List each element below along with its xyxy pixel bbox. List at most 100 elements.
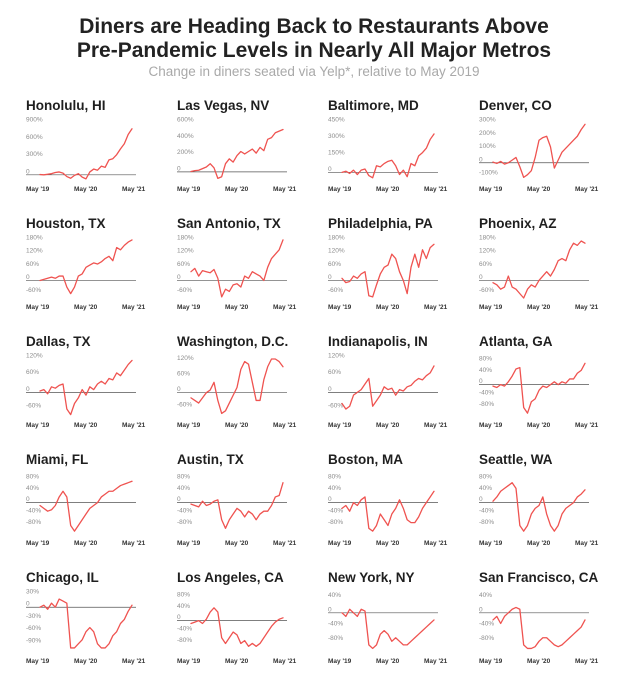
chart-title: Dallas, TX	[26, 334, 91, 349]
y-tick-label: -60%	[26, 403, 41, 410]
y-tick-label: 80%	[328, 473, 341, 480]
x-tick-label: May '21	[424, 422, 448, 429]
y-tick-label: 300%	[328, 133, 345, 140]
y-tick-label: 300%	[479, 117, 496, 124]
x-tick-label: May '20	[527, 422, 551, 429]
chart-seattle-wa: Seattle, WA 80% 40% 0 -40% -80% May '19 May '20…	[479, 452, 619, 562]
y-tick-label: 0	[26, 168, 30, 175]
line-chart: 180% 120% 60% 0 -60% May '19 May '20 May '21	[479, 235, 599, 311]
x-tick-label: May '20	[74, 186, 98, 193]
line-chart: 180% 120% 60% 0 -60% May '19 May '20 May '21	[26, 235, 146, 311]
y-tick-label: 150%	[328, 149, 345, 156]
x-tick-label: May '20	[527, 658, 551, 665]
chart-san-antonio-tx: San Antonio, TX 180% 120% 60% 0 -60% May '19 Ma…	[177, 216, 317, 326]
y-tick-label: 40%	[26, 485, 39, 492]
line-chart: 120% 60% 0 -60% May '19 May '20 May '21	[328, 353, 448, 429]
y-tick-label: 200%	[479, 130, 496, 137]
y-tick-label: 0	[26, 601, 30, 608]
y-tick-label: 40%	[328, 485, 341, 492]
chart-title: Los Angeles, CA	[177, 570, 284, 585]
chart-title: Phoenix, AZ	[479, 216, 557, 231]
chart-title: San Francisco, CA	[479, 570, 599, 585]
y-tick-label: -40%	[479, 508, 494, 515]
y-tick-label: 0	[177, 496, 181, 503]
y-tick-label: 40%	[328, 592, 341, 599]
y-tick-label: 80%	[479, 355, 492, 362]
x-tick-label: May '19	[328, 658, 352, 665]
y-tick-label: -60%	[177, 287, 192, 294]
chart-title: Boston, MA	[328, 452, 403, 467]
y-tick-label: 40%	[177, 485, 190, 492]
chart-atlanta-ga: Atlanta, GA 80% 40% 0 -40% -80% May '19 May '20…	[479, 334, 619, 444]
chart-las-vegas-nv: Las Vegas, NV 600% 400% 200% 0 May '19 May '20…	[177, 98, 317, 208]
x-tick-label: May '19	[328, 304, 352, 311]
y-tick-label: 0	[479, 274, 483, 281]
chart-title: Seattle, WA	[479, 452, 553, 467]
chart-austin-tx: Austin, TX 80% 40% 0 -40% -80% May '19 May '20 M…	[177, 452, 317, 562]
x-tick-label: May '21	[122, 304, 146, 311]
chart-washington-d-c: Washington, D.C. 120% 60% 0 -60% May '19 May '…	[177, 334, 317, 444]
y-tick-label: 900%	[26, 117, 43, 124]
y-tick-label: 400%	[177, 133, 194, 140]
line-chart: 80% 40% 0 -40% -80% May '19 May '20 May '21	[26, 473, 146, 547]
y-tick-label: -90%	[26, 637, 41, 644]
chart-miami-fl: Miami, FL 80% 40% 0 -40% -80% May '19 May '20 Ma…	[26, 452, 166, 562]
x-tick-label: May '19	[479, 422, 503, 429]
chart-denver-co: Denver, CO 300% 200% 100% 0 -100% May '19 May '…	[479, 98, 619, 208]
y-tick-label: -40%	[177, 626, 192, 633]
chart-houston-tx: Houston, TX 180% 120% 60% 0 -60% May '19 May '2…	[26, 216, 166, 326]
y-tick-label: -60%	[26, 625, 41, 632]
y-tick-label: -40%	[177, 508, 192, 515]
y-tick-label: 600%	[26, 134, 43, 141]
y-tick-label: -60%	[26, 287, 41, 294]
y-tick-label: 0	[177, 614, 181, 621]
series-line	[492, 362, 586, 414]
chart-phoenix-az: Phoenix, AZ 180% 120% 60% 0 -60% May '19 May '2…	[479, 216, 619, 326]
chart-san-francisco-ca: San Francisco, CA 40% 0 -40% -80% May '19 May …	[479, 570, 619, 680]
x-tick-label: May '20	[225, 422, 249, 429]
x-tick-label: May '19	[328, 422, 352, 429]
chart-title: San Antonio, TX	[177, 216, 281, 231]
x-tick-label: May '21	[424, 186, 448, 193]
chart-title: Chicago, IL	[26, 570, 99, 585]
y-tick-label: -40%	[328, 621, 343, 628]
x-tick-label: May '21	[575, 186, 599, 193]
x-tick-label: May '20	[74, 304, 98, 311]
x-tick-label: May '19	[177, 186, 201, 193]
y-tick-label: 180%	[26, 235, 43, 242]
y-tick-label: -80%	[177, 637, 192, 644]
y-tick-label: 40%	[177, 603, 190, 610]
y-tick-label: -40%	[479, 621, 494, 628]
y-tick-label: 60%	[177, 371, 190, 378]
x-tick-label: May '20	[74, 658, 98, 665]
y-tick-label: 60%	[26, 369, 39, 376]
y-tick-label: 0	[26, 386, 30, 393]
y-tick-label: 30%	[26, 589, 39, 596]
y-tick-label: 60%	[479, 261, 492, 268]
chart-title: Honolulu, HI	[26, 98, 106, 113]
series-line	[341, 133, 435, 179]
y-tick-label: 40%	[479, 485, 492, 492]
line-chart: 180% 120% 60% 0 -60% May '19 May '20 May '21	[328, 235, 448, 311]
y-tick-label: 120%	[26, 248, 43, 255]
y-tick-label: -30%	[26, 613, 41, 620]
y-tick-label: 200%	[177, 149, 194, 156]
chart-chicago-il: Chicago, IL 30% 0 -30% -60% -90% May '19 May '2…	[26, 570, 166, 680]
series-line	[39, 598, 133, 649]
x-tick-label: May '20	[74, 540, 98, 547]
series-line	[341, 243, 435, 298]
x-tick-label: May '19	[26, 658, 50, 665]
line-chart: 80% 40% 0 -40% -80% May '19 May '20 May '21	[328, 473, 448, 547]
series-line	[39, 359, 133, 416]
x-tick-label: May '21	[122, 658, 146, 665]
y-tick-label: 0	[177, 165, 181, 172]
line-chart: 80% 40% 0 -40% -80% May '19 May '20 May '21	[479, 473, 599, 547]
x-tick-label: May '20	[225, 186, 249, 193]
y-tick-label: 0	[328, 496, 332, 503]
series-line	[190, 482, 284, 529]
chart-boston-ma: Boston, MA 80% 40% 0 -40% -80% May '19 May '20 M…	[328, 452, 468, 562]
chart-subtitle: Change in diners seated via Yelp*, relat…	[148, 64, 480, 79]
y-tick-label: 0	[328, 274, 332, 281]
y-tick-label: 100%	[479, 143, 496, 150]
